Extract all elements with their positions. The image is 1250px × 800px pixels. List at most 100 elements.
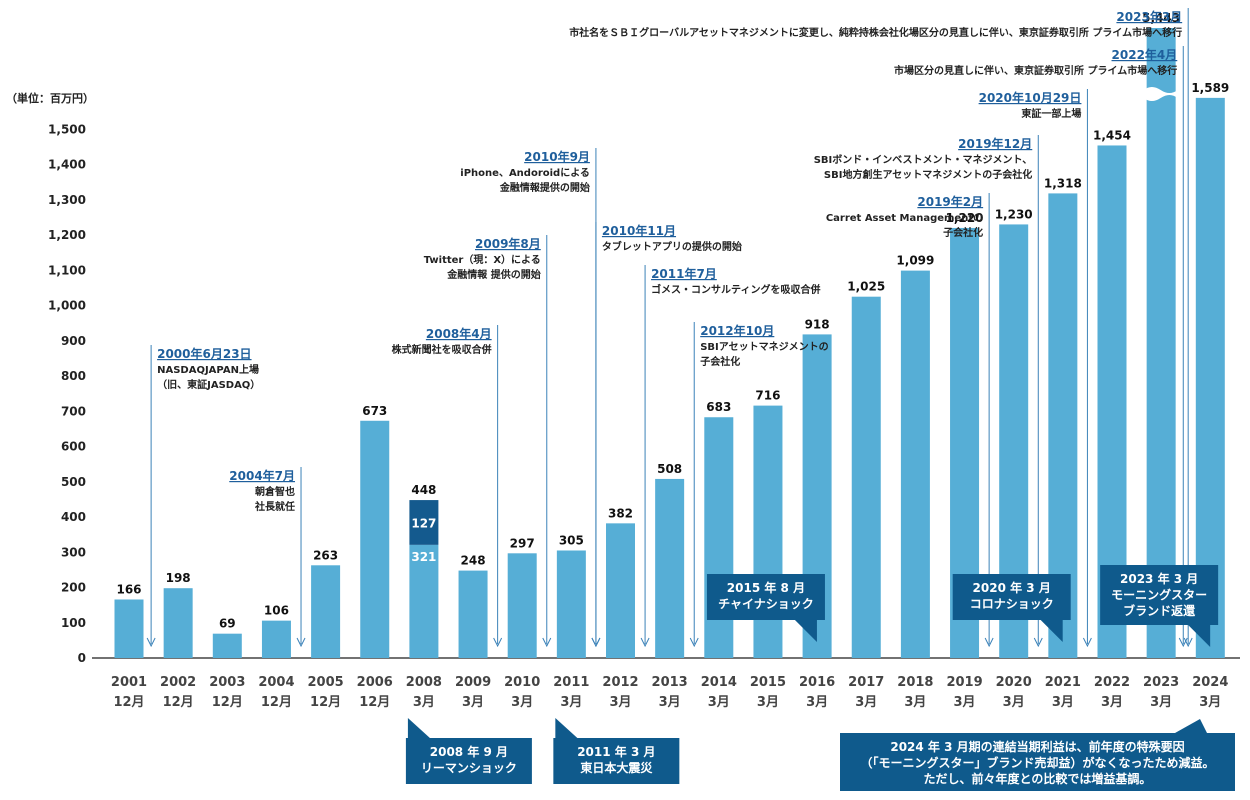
event-description: SBIアセットマネジメントの (700, 341, 828, 353)
x-tick-month: 12月 (310, 695, 341, 710)
bar (556, 550, 586, 658)
event-annotations: 2000年6月23日 NASDAQJAPAN上場 （旧、東証JASDAQ） 2004年… (146, 8, 1193, 648)
event-date: 2004年7月 (229, 468, 295, 483)
event-arrow-head (640, 637, 650, 648)
bar-value-label: 1,589 (1191, 81, 1229, 95)
bar-value-label: 198 (166, 571, 191, 585)
bar (606, 523, 635, 658)
bar (360, 420, 390, 658)
event-arrow-head (984, 637, 994, 648)
unit-label: （単位：百万円） (6, 91, 94, 105)
x-axis: 2001 12月 2002 12月 2003 12月 2004 12月 2005 12月 2006 1… (111, 675, 1228, 710)
callout-background (706, 574, 825, 620)
bar (114, 599, 144, 658)
x-tick-month: 3月 (954, 695, 976, 710)
callout-text: リーマンショック (421, 761, 517, 775)
y-tick-label: 800 (61, 369, 86, 383)
bar-value-label: 166 (116, 582, 141, 596)
event-date: 2010年9月 (524, 149, 590, 164)
bar (212, 633, 242, 658)
event-arrow-head (542, 637, 552, 648)
y-tick-label: 1,200 (48, 228, 86, 242)
axis-break-mark (1143, 87, 1178, 101)
bar-value-label: 1,025 (847, 280, 885, 294)
bar-value-label: 683 (706, 400, 731, 414)
event-arrow-head (1033, 637, 1043, 648)
x-tick-year: 2008 (406, 675, 442, 690)
x-tick-month: 3月 (609, 695, 631, 710)
bar-value-label: 382 (608, 506, 633, 520)
bar-value-label: 248 (461, 554, 486, 568)
x-tick-month: 3月 (904, 695, 926, 710)
callout-text: コロナショック (970, 597, 1054, 611)
x-tick-year: 2002 (160, 675, 196, 690)
event-arrow-head (1183, 637, 1193, 648)
y-tick-label: 1,300 (48, 193, 86, 207)
event-description: 子会社化 (700, 355, 740, 368)
event-description: SBIボンド・インベストメント・マネジメント、 (814, 153, 1033, 166)
event-description: 金融情報 提供の開始 (446, 268, 540, 281)
y-tick-label: 300 (61, 545, 86, 559)
y-tick-label: 100 (61, 616, 86, 630)
bar (900, 270, 930, 658)
bar (851, 296, 881, 658)
callout-text: ただし、前々年度との比較では増益基調。 (924, 771, 1152, 786)
event-date: 2022年4月 (1112, 47, 1178, 62)
callout-text: ブランド返還 (1123, 603, 1196, 618)
bar (261, 620, 291, 658)
x-tick-month: 3月 (511, 695, 533, 710)
bar (311, 565, 341, 658)
bar (655, 478, 685, 658)
bar-value-label: 508 (657, 462, 682, 476)
bar-value-label: 1,454 (1093, 128, 1131, 142)
callout-tail (555, 718, 578, 738)
x-tick-month: 12月 (163, 695, 194, 710)
event-description: NASDAQJAPAN上場 (157, 363, 259, 376)
x-tick-month: 3月 (1150, 695, 1172, 710)
x-tick-year: 2019 (946, 675, 982, 690)
x-tick-month: 3月 (413, 695, 435, 710)
y-tick-label: 1,100 (48, 263, 86, 277)
callout-tail (1188, 625, 1211, 647)
event-description: 株式新聞社を吸収合併 (392, 343, 492, 356)
y-tick-label: 400 (61, 510, 86, 524)
event-description: Carret Asset Managementの (826, 213, 983, 224)
x-tick-year: 2013 (652, 675, 688, 690)
callout-background (405, 738, 532, 784)
event-date: 2011年7月 (651, 266, 717, 281)
segment-label: 127 (411, 516, 436, 530)
y-tick-label: 900 (61, 334, 86, 348)
callout-text: （「モーニングスター」ブランド売却益）がなくなったため減益。 (860, 755, 1214, 770)
callout-background (952, 574, 1071, 620)
callout-text: 2008 年 9 月 (430, 744, 508, 759)
bar-value-label: 1,220 (946, 211, 984, 225)
event-description: SBI地方創生アセットマネジメントの子会社化 (824, 168, 1032, 181)
segment-label: 321 (411, 550, 436, 564)
event-description: Twitter（現：X）による (424, 253, 541, 266)
event-date: 2008年4月 (426, 326, 492, 341)
y-tick-label: 1,500 (48, 122, 86, 136)
x-tick-month: 3月 (1199, 695, 1221, 710)
callout-text: 2023 年 3 月 (1120, 571, 1198, 586)
x-tick-year: 2023 (1143, 675, 1179, 690)
callout-text: 2020 年 3 月 (973, 580, 1051, 595)
callout-text: 2024 年 3 月期の連結当期利益は、前年度の特殊要因 (890, 739, 1184, 754)
bar (163, 588, 193, 658)
x-tick-month: 12月 (212, 695, 243, 710)
callout-background (840, 733, 1235, 791)
x-tick-month: 12月 (113, 695, 144, 710)
bar-value-label: 263 (313, 548, 338, 562)
callout-text: 東日本大震災 (580, 760, 653, 775)
bar-segment-middle (409, 500, 439, 545)
callout-tail (407, 718, 430, 738)
event-date: 2019年2月 (917, 194, 983, 209)
x-tick-month: 3月 (1052, 695, 1074, 710)
callout-text: モーニングスター (1111, 587, 1207, 602)
callout-tail (1175, 719, 1207, 733)
x-tick-month: 3月 (462, 695, 484, 710)
event-description: タブレットアプリの提供の開始 (602, 240, 742, 253)
x-tick-month: 3月 (757, 695, 779, 710)
bar-value-label: 297 (510, 536, 535, 550)
event-date: 2023年3月 (1116, 9, 1182, 24)
